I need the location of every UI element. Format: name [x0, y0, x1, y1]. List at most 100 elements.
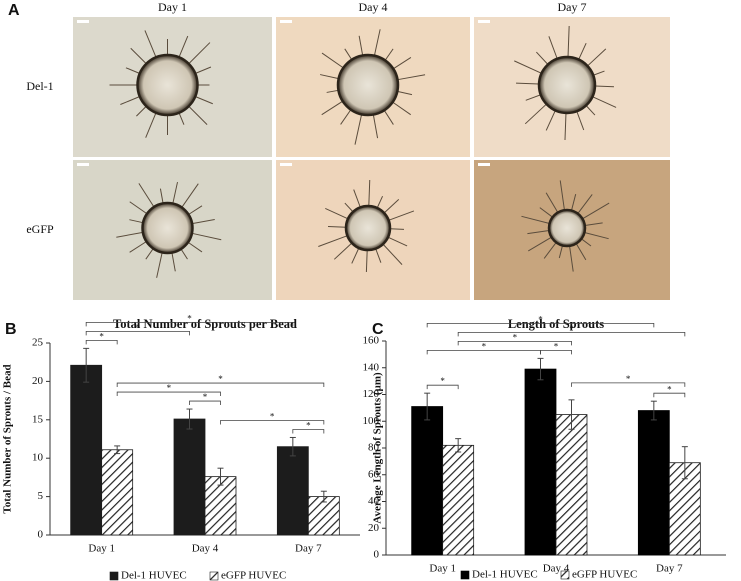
sprout: [570, 193, 577, 211]
sprout: [365, 249, 368, 272]
significance-label: *: [667, 384, 672, 394]
y-tick-label: 5: [38, 490, 44, 502]
significance-bracket: [116, 382, 325, 388]
sprout: [384, 48, 394, 61]
sprout: [383, 109, 394, 125]
sprout: [321, 52, 344, 69]
sprout: [187, 241, 203, 253]
sprout: [333, 242, 353, 260]
sprout: [584, 222, 603, 226]
significance-bracket: [292, 429, 325, 434]
sprout: [188, 205, 203, 215]
significance-label: *: [218, 374, 223, 384]
sprout: [195, 96, 213, 105]
sprout: [387, 236, 408, 247]
sprout: [129, 241, 147, 253]
significance-label: *: [513, 332, 518, 342]
significance-label: *: [167, 383, 172, 393]
bar: [442, 444, 475, 556]
significance-label: *: [482, 341, 487, 351]
sprout: [593, 70, 605, 76]
sprout: [527, 230, 550, 235]
significance-label: *: [554, 341, 559, 351]
significance-bracket: [426, 322, 655, 328]
sprout: [368, 180, 371, 207]
significance-bracket: [457, 331, 686, 337]
bead: [537, 55, 597, 115]
sprout: [584, 231, 609, 240]
significance-label: *: [270, 412, 275, 422]
significance-bracket: [653, 392, 686, 398]
scale-bar: [77, 163, 89, 166]
sprout: [383, 199, 400, 214]
sprout: [389, 228, 404, 230]
sprout: [344, 48, 353, 61]
y-tick-label: 40: [368, 495, 380, 507]
significance-label: *: [538, 314, 543, 324]
sprout: [178, 112, 185, 125]
sprout: [130, 47, 147, 65]
sprout: [188, 42, 211, 65]
sprout: [358, 35, 364, 56]
sprout: [325, 207, 349, 220]
chart-title: Total Number of Sprouts per Bead: [113, 317, 297, 331]
row-label: eGFP: [26, 222, 54, 236]
y-tick-label: 0: [38, 529, 44, 541]
sprout: [145, 112, 157, 138]
x-tick-label: Day 1: [88, 543, 115, 555]
sprout: [543, 242, 557, 259]
sprout: [582, 202, 610, 220]
chart-title: Length of Sprouts: [508, 317, 604, 331]
significance-bracket: [85, 321, 294, 327]
sprout: [545, 110, 556, 131]
x-tick-label: Day 4: [192, 543, 219, 555]
sprout: [592, 96, 617, 108]
sprout: [145, 248, 154, 260]
sprout: [136, 105, 147, 117]
sprout: [373, 29, 381, 56]
significance-bracket: [85, 339, 118, 345]
significance-bracket: [426, 384, 459, 390]
significance-bracket: [426, 349, 541, 355]
sprout: [569, 245, 574, 272]
bar: [276, 446, 309, 536]
scale-bar: [77, 20, 89, 23]
sprout: [521, 215, 550, 225]
sprout: [191, 232, 222, 241]
significance-label: *: [440, 376, 445, 386]
y-tick-label: 120: [363, 388, 380, 400]
significance-bracket: [85, 330, 190, 336]
y-tick-label: 80: [368, 442, 380, 454]
sprout: [516, 82, 540, 85]
sprout: [318, 235, 348, 247]
y-tick-label: 160: [363, 335, 380, 347]
bead: [547, 208, 587, 248]
sprout: [558, 245, 564, 259]
y-tick-label: 20: [368, 522, 380, 534]
y-tick-label: 0: [374, 549, 380, 561]
sprout: [326, 89, 339, 93]
bar: [70, 364, 103, 536]
sprout: [129, 219, 144, 224]
significance-label: *: [626, 374, 631, 384]
sprout: [344, 202, 354, 213]
significance-label: *: [99, 331, 104, 341]
bar: [173, 418, 206, 536]
scale-bar: [478, 163, 490, 166]
sprout: [159, 188, 164, 204]
sprout: [575, 243, 587, 261]
bar: [411, 406, 444, 556]
sprout: [116, 231, 143, 238]
bar: [204, 476, 237, 536]
bar: [101, 449, 134, 536]
y-tick-label: 15: [32, 413, 44, 425]
sprout: [514, 60, 542, 74]
sprout: [567, 26, 570, 58]
significance-bracket: [457, 340, 572, 346]
y-tick-label: 100: [363, 415, 380, 427]
sprout: [397, 74, 426, 81]
y-axis-label: Average Length of Sprouts (µm): [372, 372, 384, 524]
sprout: [181, 183, 199, 208]
sprout: [576, 111, 585, 131]
